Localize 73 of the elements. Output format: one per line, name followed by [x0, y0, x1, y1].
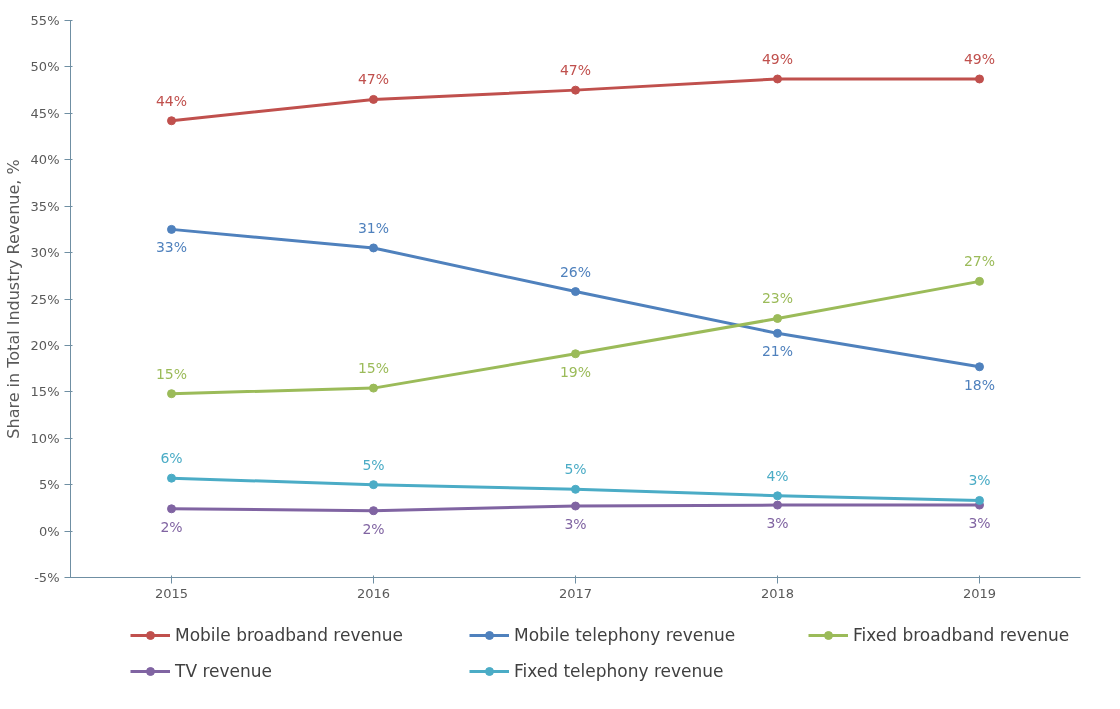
point [369, 383, 378, 393]
point [773, 491, 782, 501]
data-label: 21% [761, 343, 794, 360]
data-label: 49% [761, 50, 794, 67]
data-label: 49% [963, 50, 996, 67]
point [369, 480, 378, 490]
data-label: 26% [559, 263, 592, 280]
point [167, 473, 176, 483]
legend-label: Mobile broadband revenue [175, 625, 404, 645]
data-label: 15% [155, 365, 188, 382]
data-label: 23% [761, 290, 794, 307]
point [571, 85, 580, 95]
point [773, 328, 782, 338]
x-tick-label: 2018 [760, 585, 795, 601]
data-label: 5% [564, 461, 587, 478]
data-label: 5% [362, 456, 385, 473]
data-label: 47% [357, 71, 390, 88]
x-tick-label: 2016 [356, 585, 391, 601]
point [369, 506, 378, 516]
point [975, 276, 984, 286]
point [975, 362, 984, 372]
data-label: 27% [963, 253, 996, 270]
point [167, 116, 176, 126]
y-tick-label: 0% [38, 523, 60, 539]
point [571, 287, 580, 297]
y-tick-label: 5% [38, 477, 60, 493]
point [571, 484, 580, 494]
data-label: 19% [559, 363, 592, 380]
point [571, 501, 580, 511]
y-tick-label: 30% [30, 245, 60, 261]
data-label: 3% [968, 472, 991, 489]
data-label: 47% [559, 62, 592, 79]
legend-label: Fixed telephony revenue [514, 661, 725, 681]
y-tick-label: 25% [30, 291, 60, 307]
y-tick-label: 15% [30, 384, 60, 400]
y-tick-label: 10% [30, 430, 60, 446]
legend-label: Mobile telephony revenue [514, 625, 737, 645]
data-label: 6% [160, 450, 183, 467]
y-tick-label: -5% [34, 570, 60, 585]
point [975, 495, 984, 505]
data-label: 15% [357, 360, 390, 377]
point [773, 314, 782, 323]
y-tick-label: 50% [30, 59, 60, 75]
y-tick-label: 55% [30, 13, 60, 28]
data-label: 2% [160, 518, 183, 535]
point [369, 243, 378, 253]
legend-label: TV revenue [175, 661, 274, 681]
y-tick-label: 20% [30, 337, 60, 353]
point [773, 500, 782, 510]
y-tick-label: 40% [30, 152, 60, 168]
point [975, 74, 984, 84]
data-label: 3% [968, 515, 991, 532]
point [167, 389, 176, 399]
data-label: 18% [963, 376, 996, 393]
data-label: 3% [564, 516, 587, 533]
y-axis-title: Share in Total Industry Revenue, % [3, 159, 23, 439]
data-label: 3% [766, 515, 789, 532]
x-tick-label: 2017 [558, 585, 593, 601]
data-label: 31% [357, 219, 390, 236]
point [571, 349, 580, 359]
point [773, 74, 782, 84]
point [369, 94, 378, 104]
y-tick-label: 45% [30, 105, 60, 121]
y-tick-label: 35% [30, 198, 60, 214]
point [167, 224, 176, 234]
data-label: 44% [155, 92, 188, 109]
legend-label: Fixed broadband revenue [853, 625, 1071, 645]
data-label: 2% [362, 520, 385, 537]
data-label: 4% [766, 467, 789, 484]
x-tick-label: 2015 [154, 585, 189, 601]
data-label: 33% [155, 239, 188, 256]
point [167, 504, 176, 514]
x-tick-label: 2019 [962, 585, 997, 601]
